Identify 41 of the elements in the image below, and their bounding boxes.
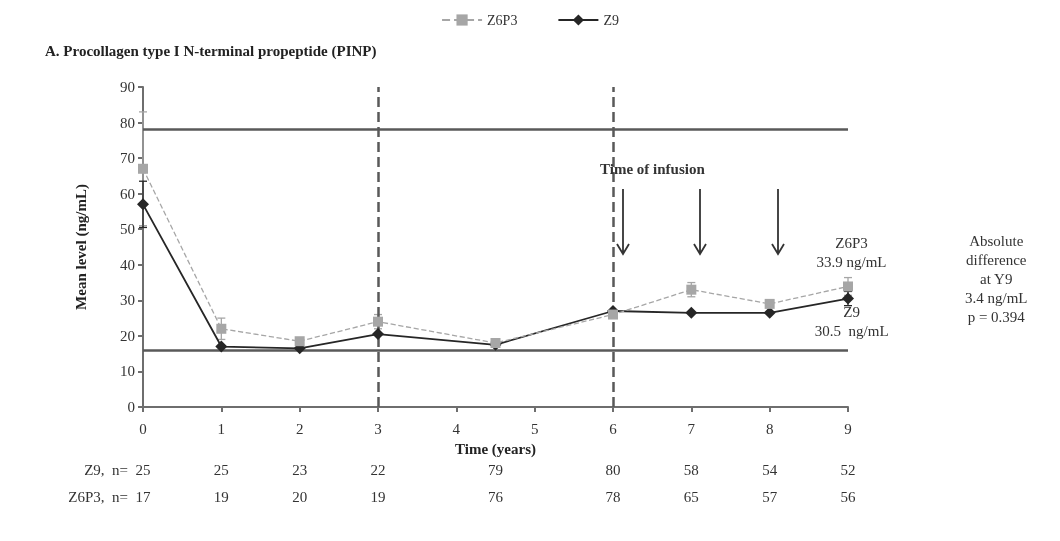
y-axis-title: Mean level (ng/mL) — [72, 184, 90, 310]
x-tick-label: 7 — [687, 420, 696, 437]
y-tick-label: 20 — [120, 327, 135, 344]
annotation: Z6P3 33.9 ng/mL — [816, 234, 887, 273]
legend-label: Z6P3 — [487, 12, 518, 28]
x-tick-label: 1 — [217, 420, 226, 437]
annotation: Z9 30.5 ng/mL — [814, 302, 889, 341]
point — [372, 328, 384, 341]
x-axis-title: Time (years) — [455, 440, 536, 458]
point — [137, 198, 149, 211]
point — [843, 281, 853, 292]
point — [764, 298, 775, 309]
y-tick-label: 90 — [120, 79, 135, 95]
x-tick-label: 0 — [139, 420, 147, 437]
x-tick-label: 9 — [844, 420, 852, 437]
y-tick-label: 40 — [120, 256, 135, 273]
y-tick-label: 10 — [120, 363, 135, 380]
y-tick-label: 50 — [120, 221, 135, 238]
legend-label: Z9 — [603, 12, 619, 28]
x-tick-label: 2 — [295, 420, 304, 437]
y-tick-label: 70 — [120, 150, 135, 167]
y-tick-label: 30 — [120, 292, 135, 309]
text: Absolute difference at Y9 3.4 ng/mL p = 0.394 — [965, 232, 1028, 327]
chart-title: A. Procollagen type I N-terminal propeptide (PINP) — [45, 42, 377, 60]
text: Z6P3, n= 17 19 20 19 76 78 65 57 56 — [68, 489, 856, 505]
point — [685, 306, 698, 319]
annotation: Time of infusion — [600, 160, 705, 179]
point — [294, 336, 305, 347]
point — [216, 323, 227, 334]
x-tick-label: 5 — [530, 420, 539, 437]
x-tick-label: 4 — [452, 420, 461, 437]
y-tick-label: 80 — [120, 114, 135, 131]
x-tick-label: 3 — [374, 420, 382, 437]
point — [608, 309, 618, 320]
point — [215, 340, 228, 353]
x-tick-label: 6 — [609, 420, 618, 437]
y-tick-label: 0 — [127, 399, 135, 415]
point — [138, 163, 148, 174]
y-tick-label: 60 — [120, 185, 135, 202]
text: Z9, n= 25 25 23 22 79 80 58 54 52 — [84, 462, 856, 478]
x-tick-label: 8 — [765, 420, 774, 437]
